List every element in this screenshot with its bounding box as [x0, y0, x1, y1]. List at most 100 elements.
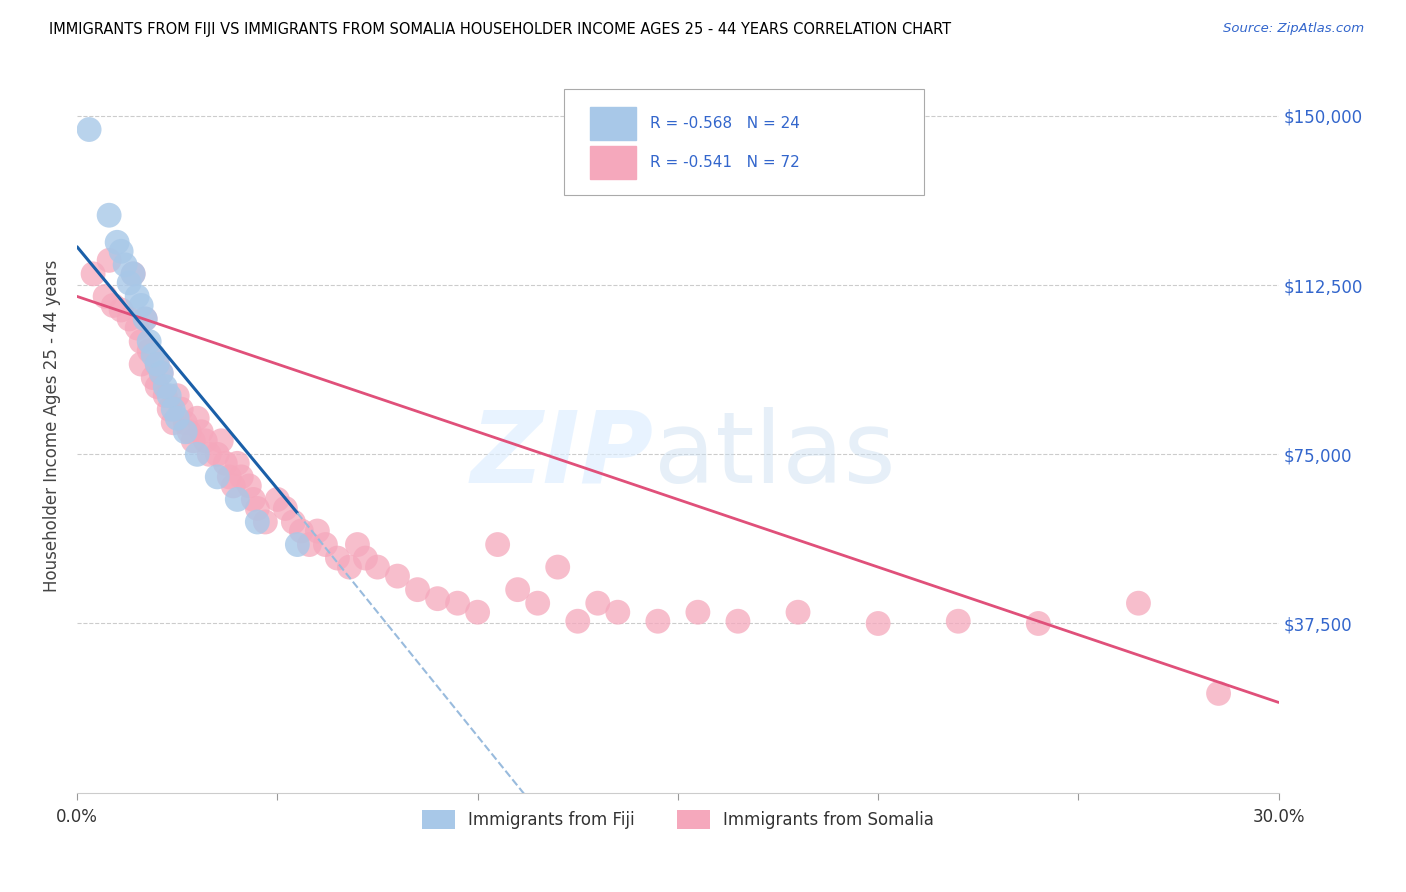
Point [290, 524, 312, 538]
Point [339, 560, 361, 574]
Point [129, 298, 152, 312]
Point [209, 434, 232, 448]
Point [246, 515, 269, 529]
Point [346, 537, 368, 551]
Point [127, 321, 149, 335]
Point [101, 298, 124, 312]
Point [467, 605, 489, 619]
Point [174, 416, 197, 430]
Point [298, 537, 321, 551]
Point [186, 447, 208, 461]
Point [506, 582, 529, 597]
Point [146, 379, 169, 393]
Point [94, 289, 117, 303]
Point [129, 357, 152, 371]
Point [150, 366, 173, 380]
Point [174, 425, 197, 439]
Point [142, 370, 165, 384]
Text: R = -0.541   N = 72: R = -0.541 N = 72 [650, 154, 800, 169]
Text: atlas: atlas [654, 407, 896, 504]
Point [122, 267, 145, 281]
Point [586, 596, 609, 610]
Point [727, 614, 749, 628]
Point [366, 560, 388, 574]
Point [283, 515, 305, 529]
Point [110, 302, 132, 317]
Point [179, 425, 201, 439]
Y-axis label: Householder Income Ages 25 - 44 years: Householder Income Ages 25 - 44 years [44, 260, 60, 592]
Point [181, 434, 204, 448]
Point [194, 434, 217, 448]
Point [948, 614, 970, 628]
Point [547, 560, 569, 574]
Text: ZIP: ZIP [471, 407, 654, 504]
Point [266, 492, 288, 507]
Point [307, 524, 329, 538]
Point [162, 416, 184, 430]
Point [157, 402, 180, 417]
Point [686, 605, 709, 619]
Point [155, 389, 177, 403]
Point [1028, 616, 1050, 631]
Point [118, 276, 141, 290]
Point [446, 596, 468, 610]
Point [314, 537, 336, 551]
Text: R = -0.568   N = 24: R = -0.568 N = 24 [650, 116, 800, 131]
Point [226, 492, 249, 507]
Point [105, 235, 128, 250]
Point [567, 614, 589, 628]
Point [387, 569, 409, 583]
Point [1208, 686, 1230, 700]
Point [98, 253, 121, 268]
Point [207, 447, 229, 461]
Point [166, 389, 188, 403]
Point [155, 379, 177, 393]
Point [198, 447, 221, 461]
Bar [591, 146, 636, 179]
Point [127, 289, 149, 303]
Point [170, 402, 193, 417]
Point [166, 411, 188, 425]
Point [868, 616, 890, 631]
Point [162, 402, 184, 417]
Point [426, 591, 449, 606]
Point [254, 515, 277, 529]
Point [110, 244, 132, 259]
Point [274, 501, 297, 516]
Point [647, 614, 669, 628]
Point [231, 470, 253, 484]
Point [326, 551, 349, 566]
Point [138, 343, 160, 358]
Point [190, 425, 212, 439]
Point [218, 470, 240, 484]
Point [287, 537, 309, 551]
Point [146, 357, 169, 371]
Point [138, 334, 160, 349]
Point [222, 479, 245, 493]
Point [246, 501, 269, 516]
Point [606, 605, 628, 619]
Point [486, 537, 509, 551]
Point [122, 267, 145, 281]
Point [406, 582, 429, 597]
Point [354, 551, 377, 566]
Point [150, 366, 173, 380]
Point [114, 258, 136, 272]
Point [207, 470, 229, 484]
Point [134, 312, 156, 326]
Point [787, 605, 810, 619]
Point [238, 479, 260, 493]
FancyBboxPatch shape [564, 89, 924, 195]
Text: IMMIGRANTS FROM FIJI VS IMMIGRANTS FROM SOMALIA HOUSEHOLDER INCOME AGES 25 - 44 : IMMIGRANTS FROM FIJI VS IMMIGRANTS FROM … [49, 22, 952, 37]
Point [242, 492, 264, 507]
Point [186, 411, 208, 425]
Point [77, 122, 100, 136]
Point [129, 334, 152, 349]
Point [82, 267, 104, 281]
Point [1128, 596, 1150, 610]
Point [98, 208, 121, 222]
Point [214, 456, 236, 470]
Text: Source: ZipAtlas.com: Source: ZipAtlas.com [1223, 22, 1364, 36]
Bar [591, 107, 636, 140]
Point [226, 456, 249, 470]
